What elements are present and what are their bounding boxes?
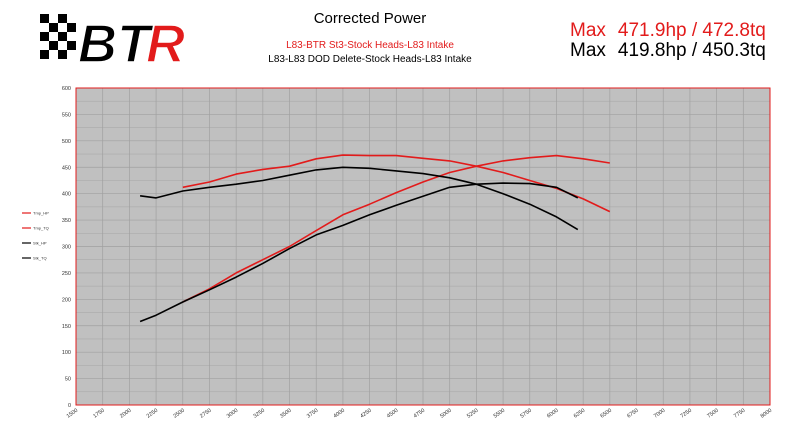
x-tick-label: 1500 — [66, 408, 79, 420]
y-tick-label: 150 — [62, 324, 71, 330]
x-tick-label: 6500 — [600, 408, 613, 420]
max-red-value: 471.9hp / 472.8tq — [617, 20, 766, 41]
y-tick-label: 400 — [62, 192, 71, 198]
series-line-tmp-tq — [182, 154, 611, 213]
y-tick-label: 50 — [65, 377, 71, 383]
y-tick-label: 450 — [62, 165, 71, 171]
x-tick-label: 1750 — [92, 408, 105, 420]
y-tick-label: 350 — [62, 218, 71, 224]
y-tick-label: 0 — [68, 403, 71, 409]
x-tick-label: 4000 — [333, 408, 346, 420]
legend-label: Tmp_HP — [33, 211, 49, 216]
power-chart: 0 50 100 150 200 250 300 350 400 450 500 550 600 1500… — [22, 86, 773, 420]
x-tick-label: 5250 — [466, 408, 479, 420]
max-red-label: Max — [570, 20, 606, 41]
y-tick-label: 600 — [62, 86, 71, 92]
series-line-tmp-hp — [182, 154, 610, 303]
x-tick-label: 2500 — [172, 408, 185, 420]
series-line-stk-tq — [139, 166, 579, 231]
series-line-stk-hp — [139, 182, 579, 323]
checker-flag-icon — [40, 14, 76, 59]
x-tick-label: 8000 — [760, 408, 773, 420]
x-tick-label: 5000 — [439, 408, 452, 420]
x-tick-label: 6750 — [626, 408, 639, 420]
x-tick-label: 6000 — [546, 408, 559, 420]
y-tick-label: 250 — [62, 271, 71, 277]
legend-label: Stk_TQ — [33, 256, 47, 261]
y-tick-label: 300 — [62, 245, 71, 251]
max-red-readout: Max 471.9hp / 472.8tq — [570, 20, 766, 42]
plot-border — [75, 87, 771, 406]
x-tick-label: 3750 — [306, 408, 319, 420]
logo-text-r: R — [146, 14, 185, 72]
y-tick-label: 500 — [62, 139, 71, 145]
max-black-value: 419.8hp / 450.3tq — [617, 40, 766, 61]
chart-title: Corrected Power — [313, 10, 427, 27]
y-tick-label: 550 — [62, 112, 71, 118]
legend-label: Stk_HP — [33, 241, 47, 246]
y-tick-label: 200 — [62, 297, 71, 303]
x-tick-label: 5500 — [493, 408, 506, 420]
legend-label: Tmp_TQ — [33, 226, 49, 231]
max-black-readout: Max 419.8hp / 450.3tq — [570, 40, 766, 62]
x-tick-label: 2250 — [146, 408, 159, 420]
x-tick-label: 3000 — [226, 408, 239, 420]
x-tick-label: 4750 — [413, 408, 426, 420]
x-tick-label: 2000 — [119, 408, 132, 420]
x-tick-label: 3500 — [279, 408, 292, 420]
x-tick-label: 7750 — [733, 408, 746, 420]
x-tick-label: 7250 — [680, 408, 693, 420]
x-tick-label: 4250 — [359, 408, 372, 420]
x-tick-label: 7500 — [706, 408, 719, 420]
logo-text-bt: BT — [78, 14, 154, 72]
y-tick-label: 100 — [62, 350, 71, 356]
subtitle-red: L83-BTR St3-Stock Heads-L83 Intake — [286, 40, 454, 51]
x-tick-label: 4500 — [386, 408, 399, 420]
x-tick-label: 3250 — [253, 408, 266, 420]
x-tick-label: 7000 — [653, 408, 666, 420]
btr-logo: BT R — [40, 13, 186, 72]
x-tick-label: 5750 — [519, 408, 532, 420]
x-tick-label: 6250 — [573, 408, 586, 420]
max-black-label: Max — [570, 40, 606, 61]
subtitle-black: L83-L83 DOD Delete-Stock Heads-L83 Intak… — [268, 54, 472, 65]
x-tick-label: 2750 — [199, 408, 212, 420]
